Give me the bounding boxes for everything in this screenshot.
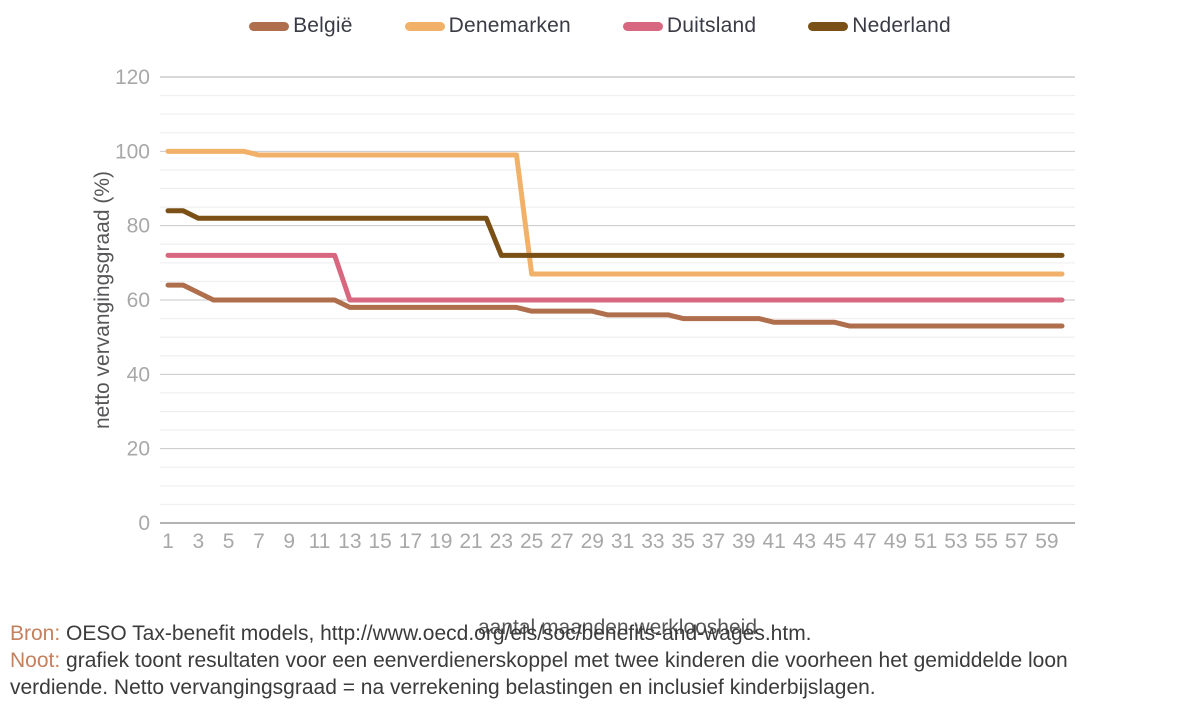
caption-noot-line: Noot: grafiek toont resultaten voor een … (10, 647, 1160, 701)
y-axis-title: netto vervangingsgraad (%) (91, 171, 114, 429)
x-tick-label: 19 (429, 530, 452, 553)
legend-swatch-nederland (808, 21, 849, 31)
caption: Bron: OESO Tax-benefit models, http://ww… (10, 620, 1160, 701)
x-tick-label: 17 (399, 530, 422, 553)
x-tick-label: 45 (823, 530, 846, 553)
x-tick-label: 37 (702, 530, 725, 553)
x-tick-label: 29 (581, 530, 604, 553)
x-tick-label: 53 (944, 530, 967, 553)
legend-swatch-belgie (249, 21, 290, 31)
legend-item-belgie: België (249, 14, 353, 38)
x-tick-label: 11 (309, 530, 331, 553)
x-tick-label: 3 (192, 530, 204, 553)
chart-legend: België Denemarken Duitsland Nederland (0, 14, 1200, 38)
x-tick-label: 1 (162, 530, 174, 553)
x-tick-label: 55 (975, 530, 998, 553)
legend-swatch-denemarken (404, 21, 445, 31)
x-axis-title: aantal maanden werkloosheid (477, 616, 758, 639)
legend-label-duitsland: Duitsland (666, 14, 757, 37)
y-tick-label: 20 (127, 438, 150, 461)
x-tick-label: 49 (884, 530, 907, 553)
line-nederland (165, 208, 1065, 258)
bron-text: OESO Tax-benefit models, http://www.oecd… (66, 622, 812, 645)
caption-bron-line: Bron: OESO Tax-benefit models, http://ww… (10, 620, 1160, 647)
legend-label-denemarken: Denemarken (448, 14, 571, 37)
x-tick-label: 59 (1035, 530, 1058, 553)
legend-item-duitsland: Duitsland (622, 14, 757, 38)
y-tick-label: 80 (127, 215, 150, 238)
legend-item-denemarken: Denemarken (404, 14, 571, 38)
y-tick-label: 60 (127, 289, 150, 312)
line-duitsland (165, 252, 1065, 303)
y-tick-label: 100 (115, 140, 150, 163)
x-tick-label: 27 (550, 530, 573, 553)
x-tick-label: 43 (793, 530, 816, 553)
y-tick-label: 0 (138, 512, 150, 535)
legend-label-nederland: Nederland (852, 14, 951, 37)
x-tick-label: 51 (914, 530, 937, 553)
x-tick-label: 57 (1005, 530, 1028, 553)
x-tick-label: 25 (520, 530, 543, 553)
line-denemarken (165, 148, 1065, 277)
x-tick-label: 47 (853, 530, 876, 553)
legend-item-nederland: Nederland (808, 14, 951, 38)
noot-text: grafiek toont resultaten voor een eenver… (10, 649, 1068, 699)
x-tick-label: 31 (611, 530, 634, 553)
bron-label: Bron: (10, 622, 61, 645)
x-tick-label: 23 (490, 530, 513, 553)
x-tick-label: 39 (732, 530, 755, 553)
line-belgie (165, 282, 1065, 329)
x-tick-label: 7 (253, 530, 265, 553)
x-tick-label: 5 (223, 530, 235, 553)
y-tick-label: 40 (127, 363, 150, 386)
x-tick-label: 21 (459, 530, 482, 553)
noot-label: Noot: (10, 649, 61, 672)
y-tick-label: 120 (115, 66, 150, 89)
x-tick-label: 41 (762, 530, 785, 553)
legend-label-belgie: België (293, 14, 353, 37)
x-tick-label: 33 (641, 530, 664, 553)
legend-swatch-duitsland (622, 21, 663, 31)
x-tick-label: 15 (368, 530, 391, 553)
x-tick-label: 35 (672, 530, 695, 553)
x-tick-label: 9 (283, 530, 295, 553)
x-tick-label: 13 (338, 530, 361, 553)
